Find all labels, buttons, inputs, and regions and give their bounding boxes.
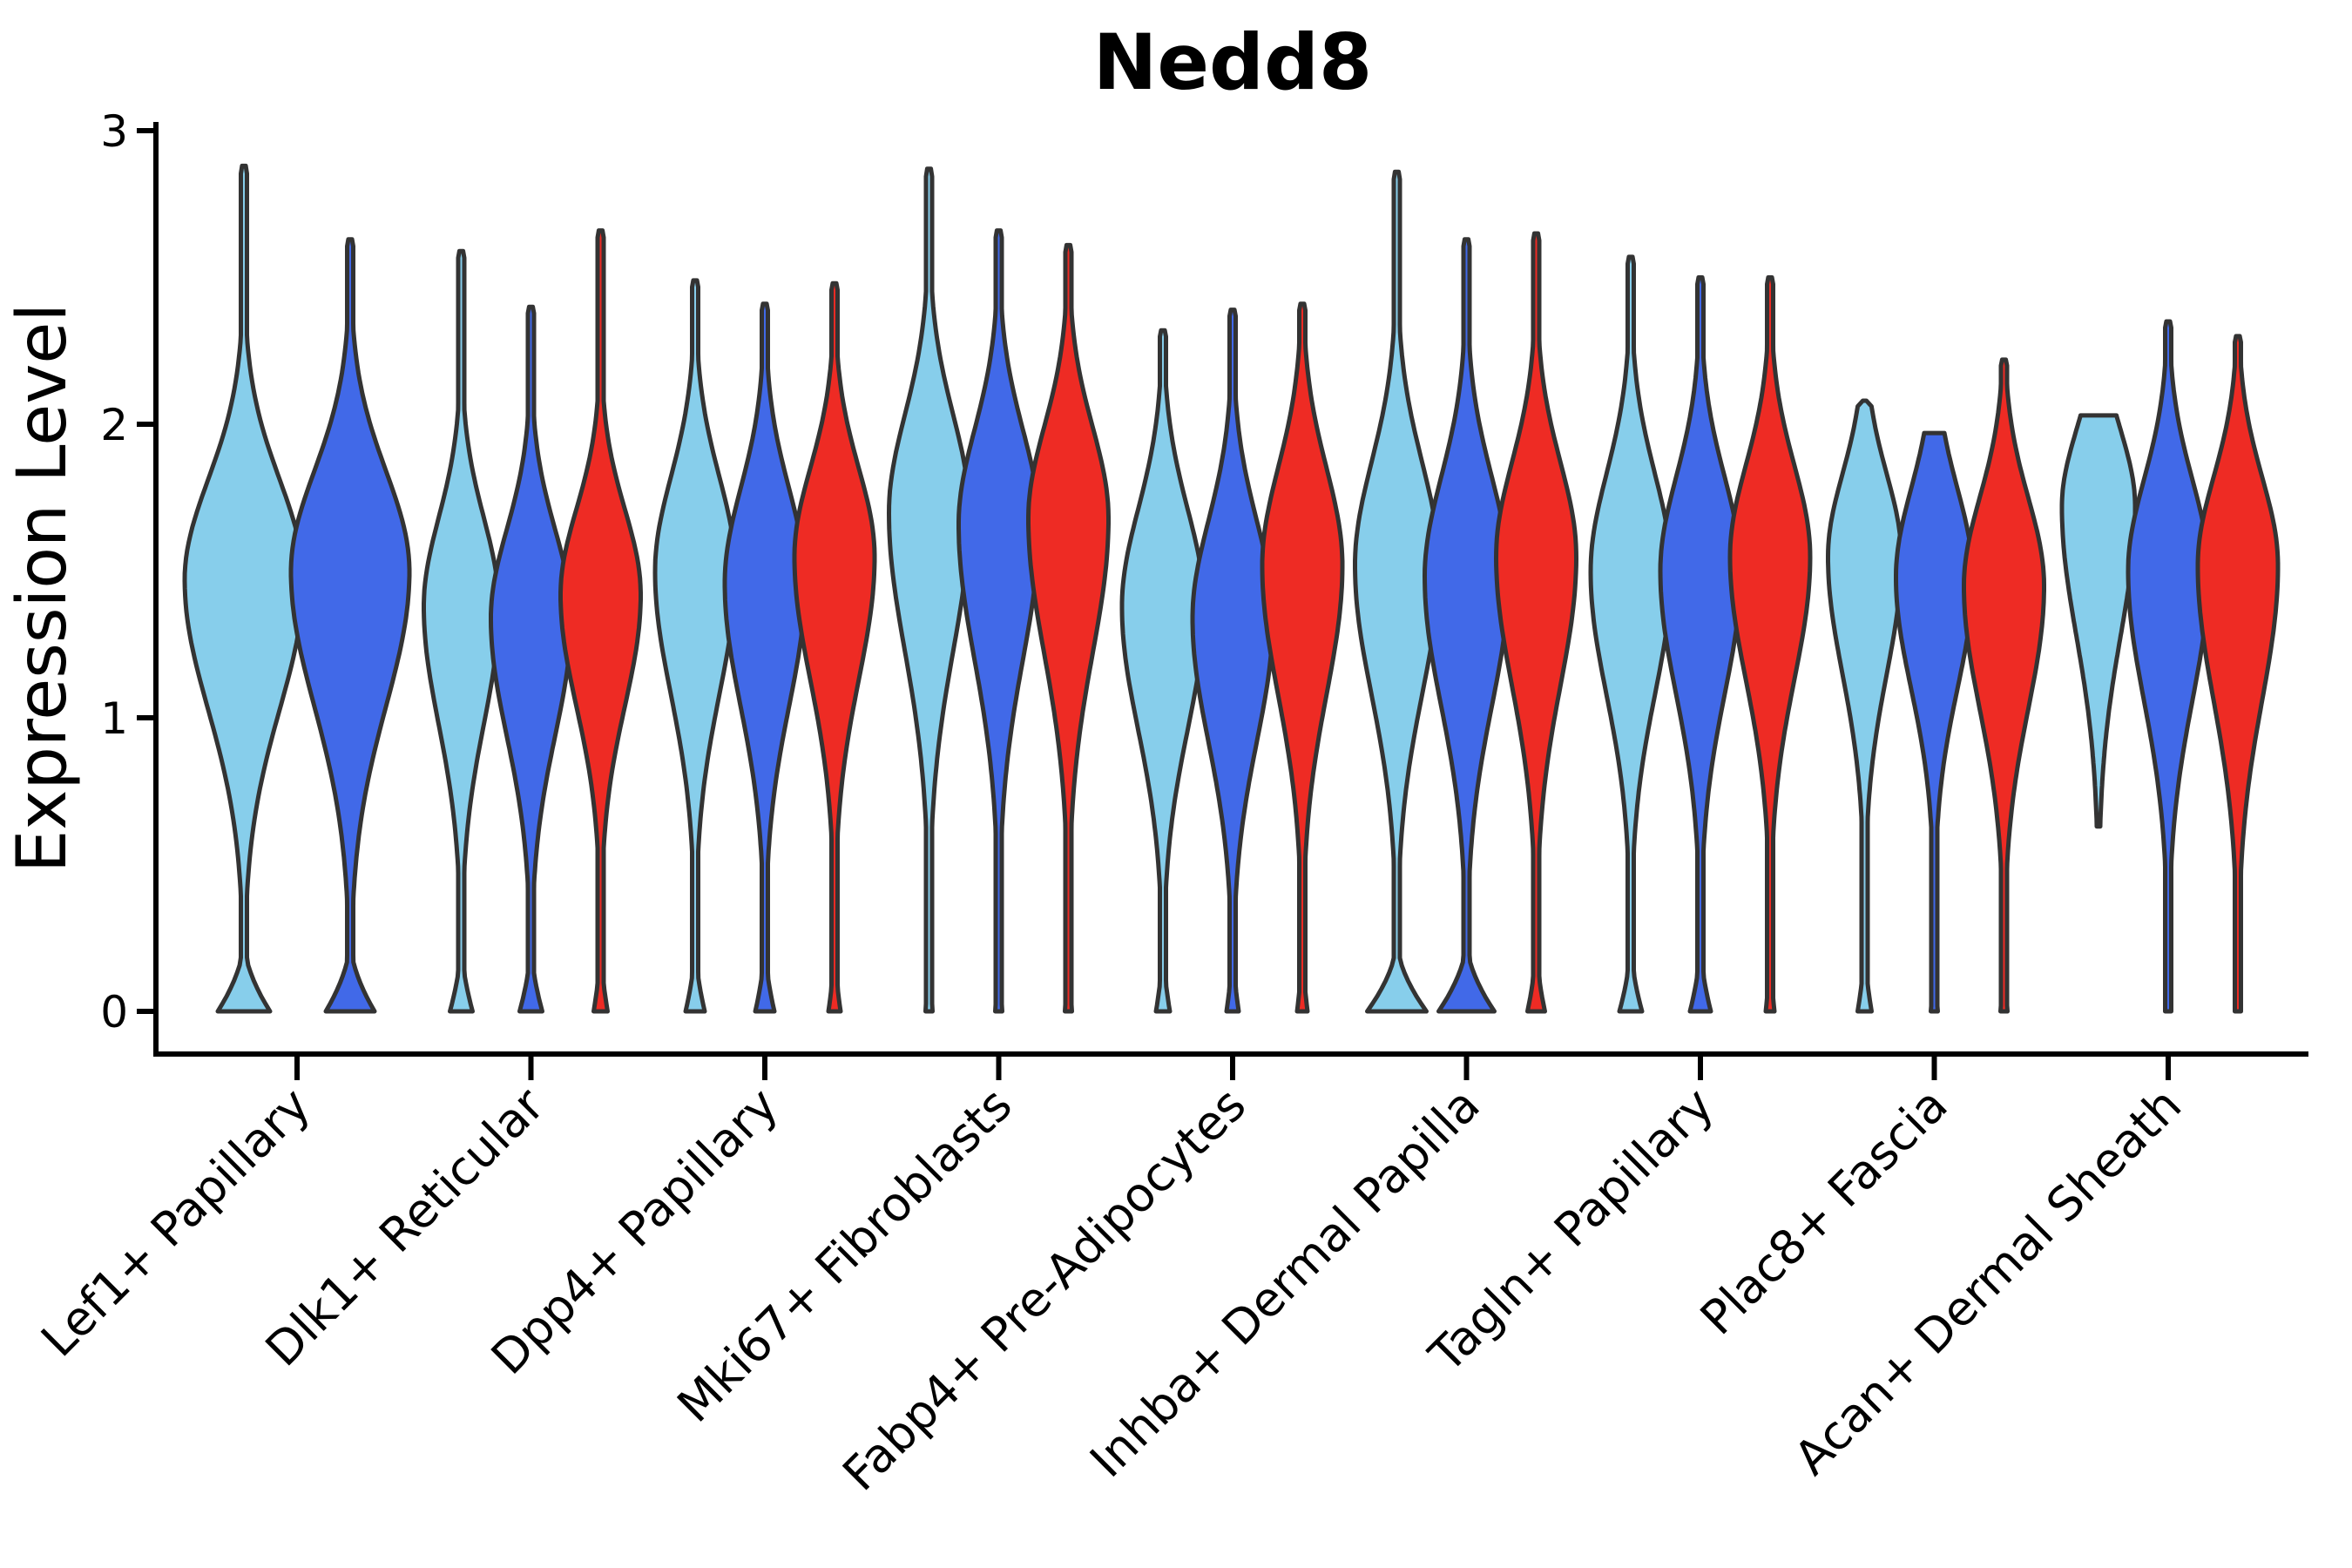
y-tick-label-1: 1 (100, 693, 128, 744)
violin-8-skyblue (2059, 413, 2138, 829)
violin-3-blue (956, 228, 1041, 1014)
violin-6-red (1727, 275, 1813, 1014)
y-axis-label: Expression Level (3, 303, 82, 873)
violin-8-blue (2126, 319, 2211, 1014)
x-category-label-5: Inhba+ Dermal Papilla (1079, 1078, 1490, 1488)
violin-4-red (1260, 301, 1345, 1014)
violin-4-blue (1190, 308, 1275, 1014)
violin-5-red (1494, 231, 1578, 1014)
violin-8-red (2195, 334, 2281, 1014)
violins-layer (182, 163, 2281, 1014)
x-category-label-8: Acan+ Dermal Sheath (1784, 1078, 2192, 1485)
violin-1-skyblue (422, 248, 501, 1014)
x-category-label-4: Fabp4+ Pre-Adipocytes (832, 1078, 1256, 1502)
y-tick-label-2: 2 (100, 400, 128, 450)
violin-2-blue (722, 301, 808, 1014)
violin-7-skyblue (1826, 398, 1903, 1014)
violin-1-red (558, 228, 643, 1014)
violin-1-blue (489, 304, 573, 1014)
violin-6-skyblue (1588, 254, 1673, 1014)
violin-7-blue (1894, 430, 1975, 1014)
violin-3-red (1026, 242, 1111, 1014)
violin-2-skyblue (652, 278, 738, 1014)
violin-3-skyblue (887, 166, 971, 1014)
chart-title: Nedd8 (1093, 17, 1373, 107)
violin-2-red (792, 280, 877, 1014)
violin-0-skyblue (182, 163, 306, 1014)
y-tick-label-3: 3 (100, 106, 128, 157)
violin-4-skyblue (1119, 328, 1206, 1014)
y-tick-label-0: 0 (100, 987, 128, 1037)
violin-7-red (1962, 357, 2046, 1014)
x-category-label-7: Plac8+ Fascia (1690, 1078, 1958, 1346)
violin-5-skyblue (1353, 169, 1441, 1014)
violin-5-blue (1423, 237, 1511, 1014)
violin-6-blue (1658, 275, 1743, 1014)
violin-0-blue (288, 237, 412, 1014)
